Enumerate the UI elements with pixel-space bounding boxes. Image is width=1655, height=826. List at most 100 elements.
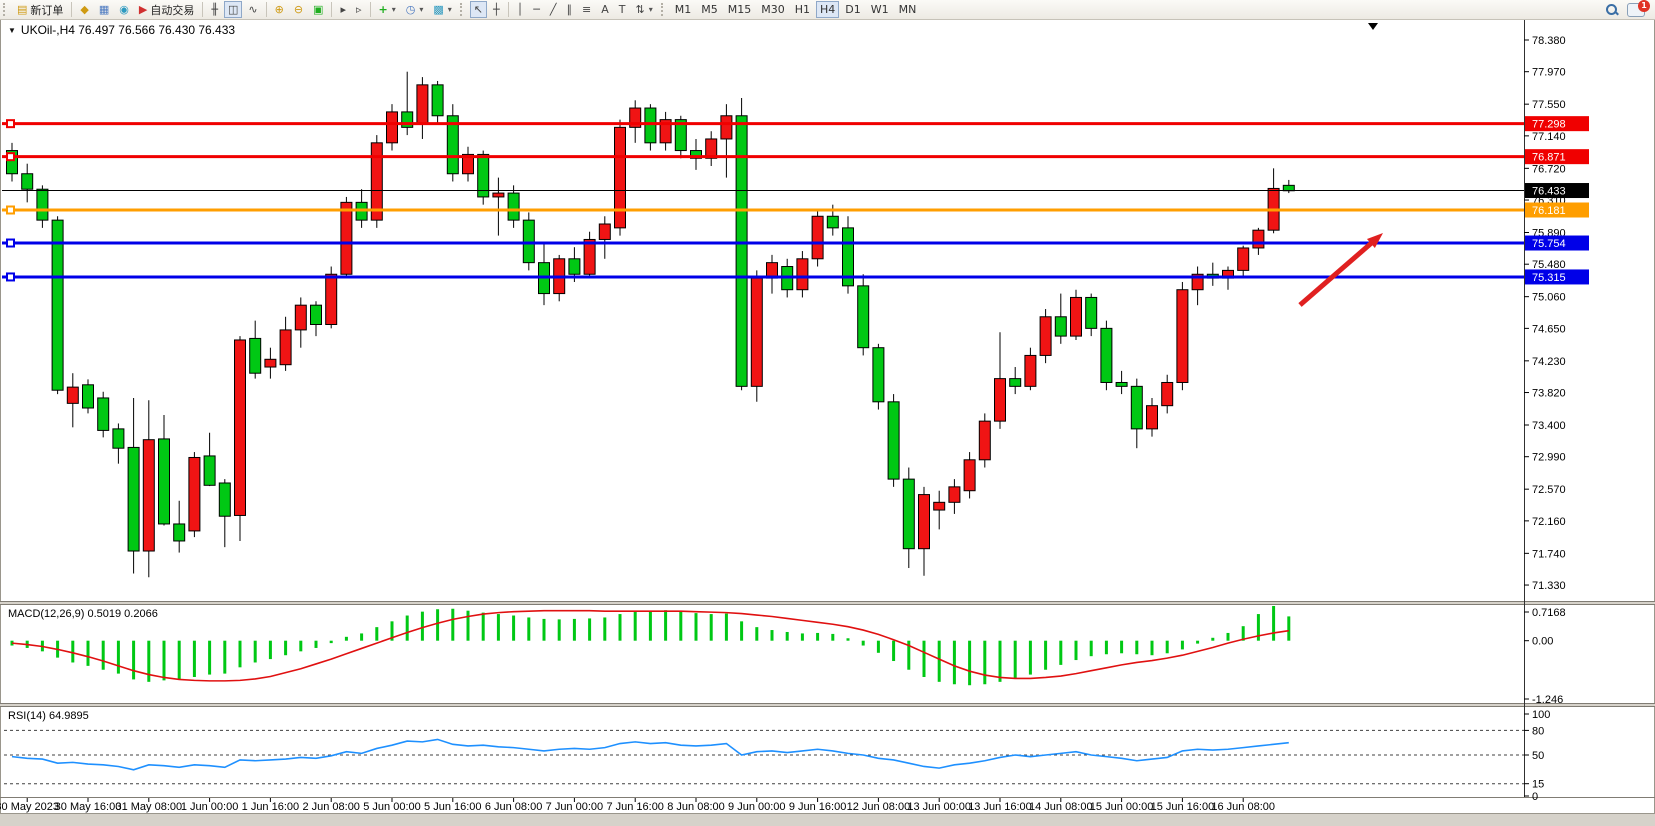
rsi-line [11,738,1289,771]
timeframe-H4-button[interactable]: H4 [816,1,840,18]
candle-down [310,304,322,326]
fibonacci-button[interactable]: ≡ [578,1,595,18]
candlesticks [6,71,1295,578]
chart-frame [0,19,1655,826]
macd-bar [542,618,546,641]
channel-button[interactable]: ∥ [563,1,577,18]
timeframe-M5-button[interactable]: M5 [697,1,722,18]
candle-down [82,384,94,409]
macd-bar [1089,640,1093,657]
candle-up [1070,296,1082,337]
macd-bar [679,611,683,641]
timeframe-M1-button[interactable]: M1 [671,1,696,18]
candle-down [36,188,49,221]
price-tick: 72.160 [1532,516,1566,528]
trendline-button[interactable]: ╱ [546,1,561,18]
toolbar-separator [331,2,333,17]
price-tick: 76.720 [1532,163,1566,175]
price-tick: 78.380 [1532,35,1566,47]
market-watch-icon: ◆ [80,3,89,16]
macd-bar [147,640,151,682]
timeframe-H1-button[interactable]: H1 [791,1,814,18]
timeframe-M30-button[interactable]: M30 [757,1,789,18]
zoom-in-button[interactable]: ⊕ [271,1,288,18]
toolbar-separator [202,2,204,17]
periods-button[interactable]: ◷ ▾ [402,1,428,18]
horizontal-lines[interactable] [2,119,1524,282]
crosshair-icon: ┼ [493,3,500,16]
data-window-button[interactable]: ▦ [95,1,113,18]
candle-down [203,455,216,486]
timeframe-buttons: M1 M5 M15 M30 H1 H4 D1 W1 MN [670,1,922,18]
timeframe-MN-button[interactable]: MN [895,1,921,18]
chart-shift-button[interactable]: ▹ [352,1,366,18]
cursor-button[interactable]: ↖ [469,1,488,18]
chevron-down-icon: ▾ [391,5,396,14]
macd-bar [208,640,212,675]
macd-bar [952,640,956,685]
candle-up [933,501,946,511]
clock-icon: ◷ [405,3,416,16]
horizontal-line-button[interactable]: ─ [529,1,544,18]
macd-bar [816,632,820,641]
symbol-dropdown-icon[interactable]: ▼ [8,25,16,35]
annotation-arrow[interactable] [1298,233,1383,307]
text-label-button[interactable]: T [615,1,630,18]
crosshair-button[interactable]: ┼ [489,1,504,18]
candle-up [1176,289,1189,383]
zoom-out-button[interactable]: ⊖ [290,1,307,18]
macd-bar [1074,640,1078,661]
macd-bar [922,640,926,677]
toolbar-grip[interactable] [660,3,666,16]
new-order-button[interactable]: ▤ 新订单 [13,1,67,18]
price-tick: 73.820 [1532,388,1566,400]
macd-bar [740,621,744,641]
timeframe-W1-button[interactable]: W1 [867,1,893,18]
macd-tick: 0.00 [1532,636,1553,648]
macd-bar [1104,640,1108,655]
macd-bar [299,640,303,652]
toolbar: ▤ 新订单 ◆ ▦ ◉ ▶ 自动交易 ╫ ◫ [0,0,1655,20]
chat-icon[interactable]: 1 [1627,0,1650,17]
toolbar-separator [71,2,73,17]
zoom-out-icon: ⊖ [293,3,304,16]
chart-shift-marker[interactable] [1368,23,1378,30]
candle-down [158,438,170,525]
indicators-button[interactable]: + ▾ [375,1,400,18]
toolbar-grip[interactable] [3,3,8,16]
macd-bar [664,610,668,641]
price-badge [1525,116,1589,132]
autotrading-button[interactable]: ▶ 自动交易 [135,1,198,18]
text-button[interactable]: A [597,1,613,18]
bar-chart-button[interactable]: ╫ [207,1,222,18]
price-badge [1525,235,1589,251]
macd-bar [557,619,561,641]
timeframe-M15-button[interactable]: M15 [724,1,756,18]
templates-button[interactable]: ▩ ▾ [429,1,455,18]
auto-scroll-button[interactable]: ▸ [336,1,350,18]
price-badge [1525,183,1589,199]
macd-bar [390,621,394,641]
time-label: 1 Jun 00:00 [181,801,239,813]
candlestick-chart-button[interactable]: ◫ [223,1,243,18]
tile-windows-button[interactable]: ▣ [309,1,327,18]
time-label: 13 Jun 16:00 [968,801,1032,813]
arrows-icon: ⇅ [635,3,645,16]
timeframe-D1-button[interactable]: D1 [841,1,864,18]
bar-chart-icon: ╫ [211,3,218,16]
candle-down [522,219,535,264]
navigator-button[interactable]: ◉ [115,1,133,18]
arrows-button[interactable]: ⇅ ▾ [632,1,657,18]
market-watch-button[interactable]: ◆ [76,1,92,18]
chevron-down-icon: ▾ [419,5,424,14]
macd-pane [10,606,1291,686]
price-tick: 77.550 [1532,99,1566,111]
vertical-line-button[interactable]: │ [513,1,528,18]
toolbar-grip[interactable] [459,3,465,16]
search-icon[interactable] [1605,3,1619,17]
line-chart-button[interactable]: ∿ [244,1,261,18]
macd-bar [101,640,105,670]
macd-bar [755,627,759,641]
macd-bar [1120,640,1124,654]
